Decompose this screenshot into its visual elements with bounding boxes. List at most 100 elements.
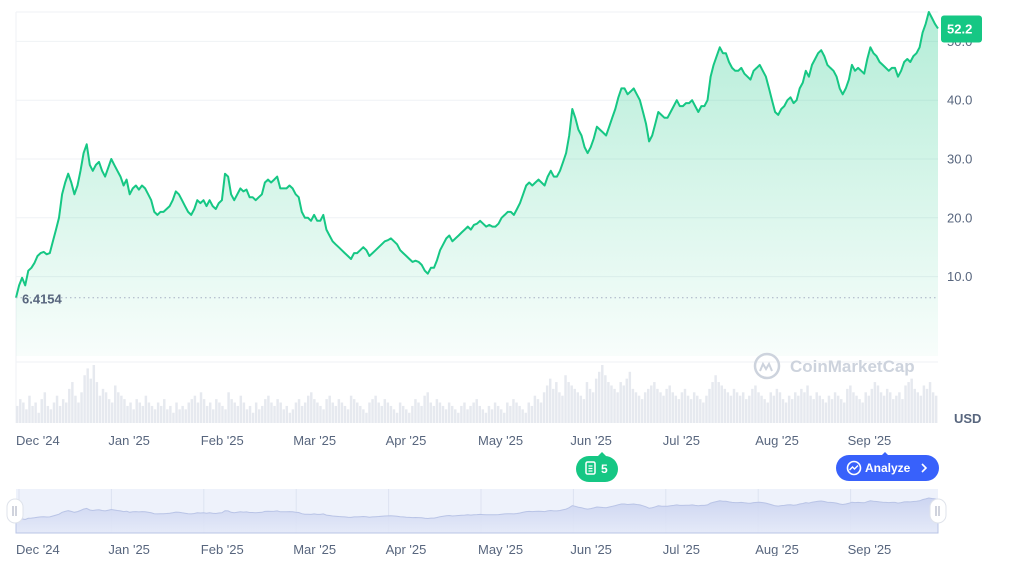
news-badge[interactable]: 5 [576, 452, 618, 482]
volume-bar [888, 392, 892, 423]
volume-bar [916, 392, 920, 423]
start-price-reference: 6.4154 [16, 292, 938, 307]
volume-bar [202, 399, 206, 423]
volume-bar [901, 399, 904, 423]
volume-bar [383, 399, 387, 423]
y-tick-label: 10.0 [947, 269, 972, 284]
volume-bar [879, 392, 883, 423]
x-tick-label: Mar '25 [293, 433, 336, 448]
x-tick-label: Dec '24 [16, 433, 60, 448]
volume-bar [178, 409, 181, 423]
volume-bar [579, 395, 583, 423]
volume-bar [594, 378, 598, 423]
volume-bar [558, 392, 561, 423]
volume-bar [870, 388, 874, 423]
price-area [15, 11, 939, 356]
navigator-handle-right[interactable] [929, 498, 947, 524]
volume-bar [778, 392, 782, 423]
navigator-x-tick-label: Mar '25 [293, 542, 336, 556]
volume-bar [934, 395, 938, 423]
volume-bar [420, 405, 423, 423]
x-tick-label: Jun '25 [570, 433, 612, 448]
current-price-tag: 52.2 [941, 15, 982, 43]
volume-bar [86, 368, 89, 423]
volume-bar [472, 402, 475, 423]
volume-bar [478, 405, 481, 423]
range-navigator[interactable] [6, 489, 947, 534]
volume-bar [907, 382, 910, 423]
volume-bar [205, 405, 209, 423]
volume-bar [545, 385, 549, 423]
volume-bar [481, 409, 485, 423]
volume-bar [895, 395, 898, 423]
volume-bar [55, 395, 59, 423]
volume-bar [922, 385, 926, 423]
volume-bar [873, 382, 877, 423]
volume-bar [288, 412, 292, 423]
volume-bar [861, 402, 864, 423]
volume-bar [720, 385, 723, 423]
volume-bar [680, 392, 684, 423]
volume-bar [89, 378, 92, 423]
coinmarketcap-logo-mark [759, 361, 773, 372]
volume-bar [876, 385, 880, 423]
volume-bar [647, 388, 650, 423]
volume-bar [824, 402, 828, 423]
volume-bar [169, 405, 172, 423]
volume-bar [573, 388, 576, 423]
volume-bar [760, 395, 763, 423]
volume-bar [662, 395, 665, 423]
volume-bar [95, 382, 99, 423]
volume-bar [254, 402, 258, 423]
volume-bar [331, 402, 334, 423]
volume-bar [812, 399, 815, 423]
analyze-button[interactable]: Analyze [836, 452, 939, 481]
y-tick-label: 30.0 [947, 152, 972, 167]
volume-bar [607, 382, 610, 423]
volume-bar [708, 388, 711, 423]
volume-bar [80, 392, 83, 423]
volume-bar [285, 405, 289, 423]
volume-bar [68, 388, 71, 423]
volume-bar [794, 392, 797, 423]
volume-bar [741, 392, 745, 423]
volume-bar [745, 399, 748, 423]
volume-bar [175, 402, 178, 423]
y-tick-label: 20.0 [947, 210, 972, 225]
volume-bar [567, 382, 570, 423]
volume-bar [245, 409, 249, 423]
volume-bar [386, 402, 390, 423]
volume-bar [395, 412, 399, 423]
volume-bar [193, 395, 197, 423]
volume-bar [120, 395, 123, 423]
volume-bar [74, 395, 77, 423]
volume-bar [521, 409, 524, 423]
volume-bar [212, 409, 215, 423]
volume-bar [368, 402, 371, 423]
volume-bar [576, 392, 580, 423]
navigator-handle-left[interactable] [6, 498, 24, 524]
volume-bar [512, 399, 515, 423]
volume-bar [454, 409, 457, 423]
navigator-x-tick-label: Sep '25 [848, 542, 892, 556]
volume-bar [913, 388, 916, 423]
volume-bar [821, 399, 825, 423]
document-icon [585, 461, 596, 475]
volume-bar [656, 388, 659, 423]
volume-bar [463, 402, 466, 423]
analyze-icon [846, 460, 862, 476]
volume-bar [132, 409, 135, 423]
news-badge-count: 5 [601, 462, 608, 476]
volume-bar [735, 392, 739, 423]
volume-bar [356, 402, 359, 423]
volume-bar [196, 402, 200, 423]
volume-bar [270, 402, 273, 423]
volume-bar [493, 402, 497, 423]
volume-bar [653, 382, 656, 423]
volume-bar [659, 392, 662, 423]
volume-bar [405, 409, 408, 423]
volume-bar [515, 402, 518, 423]
volume-bar [156, 402, 160, 423]
volume-bar [732, 388, 736, 423]
